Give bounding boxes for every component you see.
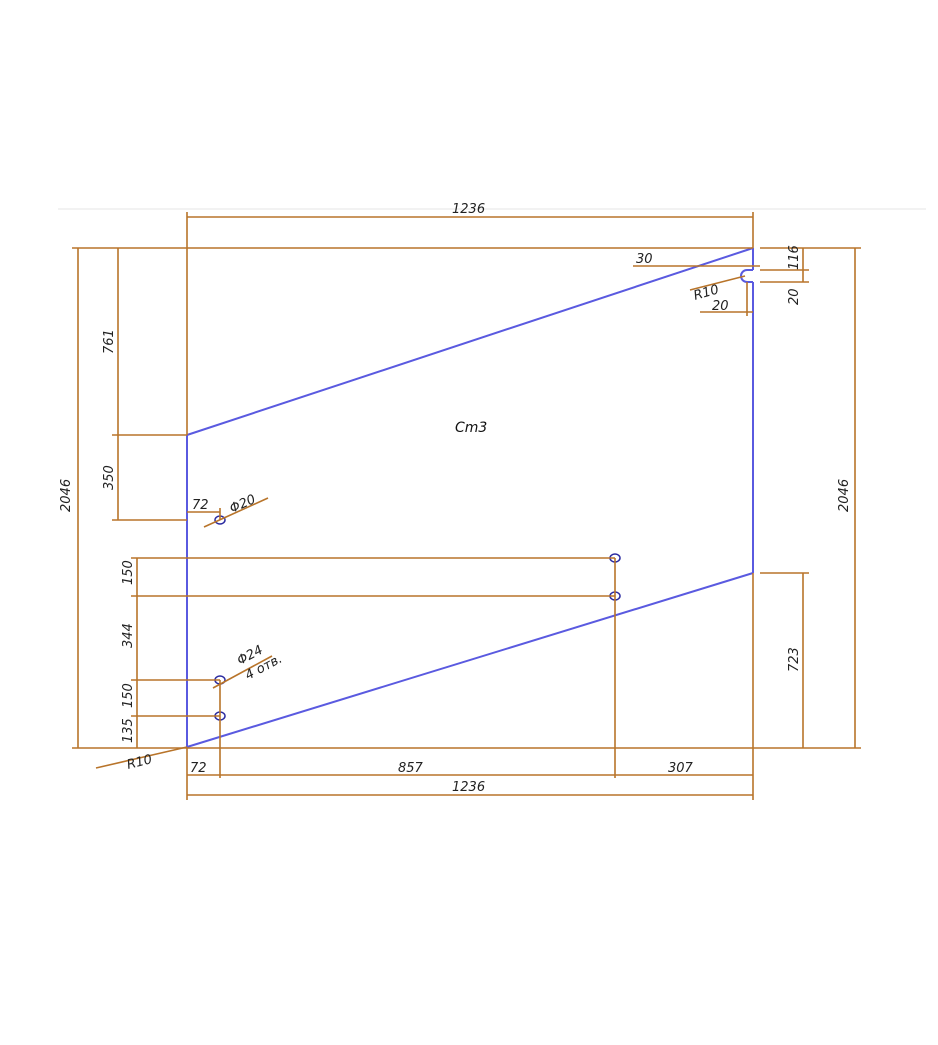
dim-right-723: 723: [787, 647, 802, 672]
part-label: Cm3: [455, 420, 487, 436]
dim-bottom-width: 1236: [452, 780, 485, 795]
part-outline: [186, 247, 754, 748]
dim-notch-r10: R10: [692, 282, 721, 303]
dim-hole-offset-72: 72: [192, 498, 209, 513]
dim-corner-r10: R10: [125, 752, 153, 773]
dim-top-width: 1236: [452, 202, 485, 217]
part-notch: [740, 269, 753, 283]
dimension-texts: 1236 1236 2046 2046 761 350 72 Φ20 150 3…: [59, 202, 852, 795]
part-bottom-edge: [186, 572, 754, 748]
dim-left-350: 350: [102, 465, 117, 490]
part-top-edge: [186, 247, 754, 436]
dim-344: 344: [121, 623, 136, 648]
dimension-lines: [72, 212, 861, 800]
dim-135: 135: [121, 718, 136, 743]
dim-bottom-857: 857: [398, 761, 424, 776]
dim-notch-20: 20: [712, 299, 729, 314]
holes: [214, 515, 621, 721]
dim-right-height: 2046: [837, 479, 852, 512]
dim-left-761: 761: [102, 329, 117, 354]
dim-right-116: 116: [787, 245, 802, 270]
dim-left-height: 2046: [59, 479, 74, 512]
dim-notch-30: 30: [636, 252, 653, 267]
dim-150-bottom: 150: [121, 683, 136, 708]
dim-bottom-72: 72: [190, 761, 207, 776]
dim-bottom-307: 307: [668, 761, 694, 776]
dim-150-top: 150: [121, 560, 136, 585]
dim-hole-phi20: Φ20: [228, 492, 259, 517]
dim-right-20: 20: [787, 288, 802, 305]
